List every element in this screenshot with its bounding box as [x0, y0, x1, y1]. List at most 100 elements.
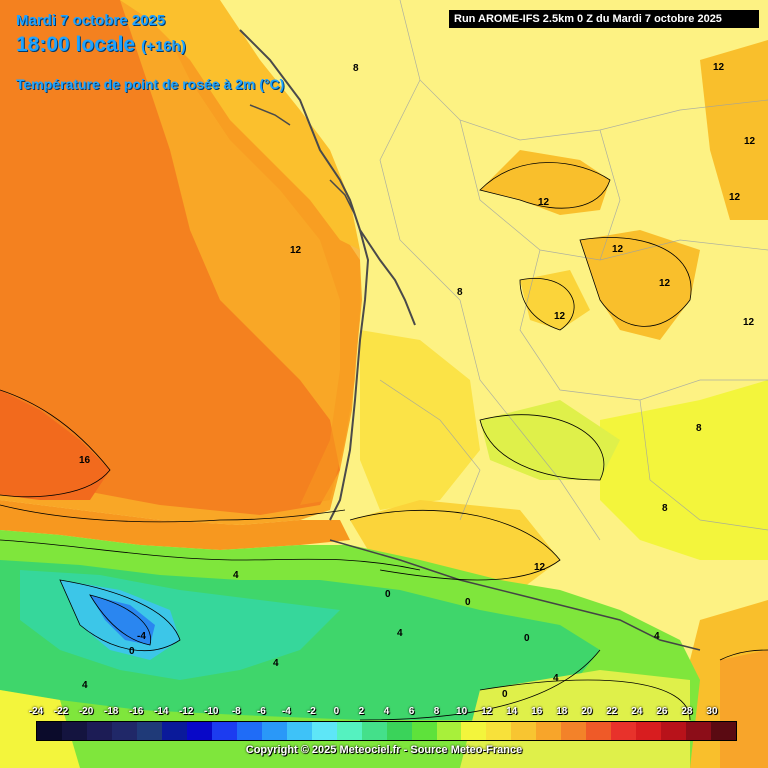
contour-label: 4 — [397, 628, 403, 639]
land-zone-6-east — [600, 380, 768, 560]
contour-label: 8 — [457, 287, 463, 298]
iberia-south-yellow — [460, 670, 690, 768]
legend-color-segment — [186, 722, 212, 740]
color-legend-bar — [36, 721, 737, 741]
legend-color-segment — [161, 722, 187, 740]
contour-label: 12 — [659, 278, 671, 289]
contour-label: 0 — [524, 633, 530, 644]
run-info-box: Run AROME-IFS 2.5km 0 Z du Mardi 7 octob… — [449, 10, 759, 28]
legend-color-segment — [511, 722, 537, 740]
legend-tick-label: 24 — [631, 706, 643, 717]
legend-tick-label: -12 — [178, 706, 194, 717]
border-spain-france — [329, 539, 701, 651]
ocean-warm-16 — [0, 0, 340, 515]
contour-label: 4 — [82, 680, 88, 691]
legend-color-segment — [661, 722, 687, 740]
land-zone-10-sw — [360, 330, 480, 510]
legend-tick-label: -18 — [103, 706, 119, 717]
legend-tick-label: 18 — [556, 706, 568, 717]
contour-label: 8 — [696, 423, 702, 434]
time-offset: (+16h) — [141, 38, 186, 55]
contour-label: 12 — [612, 244, 624, 255]
legend-tick-label: -8 — [231, 706, 241, 717]
department-borders — [379, 0, 768, 541]
legend-color-segment — [286, 722, 312, 740]
legend-tick-label: 2 — [358, 706, 365, 717]
legend-color-segment — [361, 722, 387, 740]
contour-label: 0 — [385, 589, 391, 600]
legend-tick-label: -16 — [128, 706, 144, 717]
legend-color-segment — [586, 722, 612, 740]
legend-tick-label: 26 — [656, 706, 668, 717]
ocean-cold-west — [0, 390, 110, 500]
legend-tick-label: -6 — [256, 706, 266, 717]
legend-color-segment — [436, 722, 462, 740]
legend-tick-label: 22 — [606, 706, 618, 717]
legend-tick-label: 0 — [333, 706, 340, 717]
contour-label: 8 — [662, 503, 668, 514]
contour-label: 12 — [290, 245, 302, 256]
legend-color-segment — [61, 722, 87, 740]
legend-color-segment — [311, 722, 337, 740]
legend-color-segment — [86, 722, 112, 740]
legend-ticks: -24 -22 -20 -18 -16 -14 -12 -10 -8 -6 -4 -2 0 2 4 6 8 10 1… — [0, 706, 768, 720]
legend-color-segment — [636, 722, 662, 740]
legend-tick-label: -2 — [306, 706, 316, 717]
time-label: 18:00 locale — [16, 33, 136, 56]
legend-color-segment — [211, 722, 237, 740]
time-title: 18:00 locale (+16h) — [16, 33, 186, 57]
contour-label: 4 — [553, 673, 559, 684]
legend-color-segment — [486, 722, 512, 740]
legend-tick-label: 30 — [706, 706, 718, 717]
legend-color-segment — [261, 722, 287, 740]
contour-label: 8 — [353, 63, 359, 74]
legend-tick-label: -14 — [153, 706, 169, 717]
land-zone-12-ne — [700, 40, 768, 220]
legend-color-segment — [111, 722, 137, 740]
legend-tick-label: -10 — [204, 706, 219, 717]
legend-color-segment — [37, 722, 62, 740]
legend-color-segment — [336, 722, 362, 740]
contour-label: 12 — [538, 197, 550, 208]
contour-label: 12 — [534, 562, 546, 573]
coastal-strip — [0, 500, 350, 550]
contour-label: 12 — [554, 311, 566, 322]
contour-label: 0 — [129, 646, 135, 657]
legend-tick-label: 28 — [681, 706, 693, 717]
legend-tick-label: 8 — [433, 706, 440, 717]
contour-label: -4 — [137, 631, 146, 642]
island-re — [249, 104, 291, 126]
contour-label: 0 — [465, 597, 471, 608]
contour-label: 12 — [729, 192, 741, 203]
contour-label: 0 — [502, 689, 508, 700]
legend-color-segment — [386, 722, 412, 740]
copyright-text: Copyright © 2025 Meteociel.fr - Source M… — [245, 744, 523, 756]
legend-tick-label: 10 — [456, 706, 468, 717]
legend-tick-label: -20 — [78, 706, 94, 717]
island-oleron — [329, 179, 356, 216]
contour-label: 4 — [654, 631, 660, 642]
coastline — [239, 29, 370, 521]
contour-label: 12 — [744, 136, 756, 147]
legend-color-segment — [136, 722, 162, 740]
ocean-upper-band — [120, 0, 360, 250]
contour-label: 12 — [743, 317, 755, 328]
legend-tick-label: -4 — [281, 706, 291, 717]
legend-tick-label: 14 — [506, 706, 518, 717]
legend-color-segment — [461, 722, 487, 740]
legend-color-segment — [536, 722, 562, 740]
gironde-estuary — [359, 229, 416, 326]
parameter-title: Température de point de rosée à 2m (°C) — [16, 76, 285, 92]
legend-color-segment — [686, 722, 712, 740]
contour-lines — [0, 162, 768, 721]
legend-tick-label: 16 — [531, 706, 543, 717]
legend-color-segment — [711, 722, 737, 740]
mountains-coldest — [90, 595, 155, 645]
legend-color-segment — [611, 722, 637, 740]
legend-color-segment — [411, 722, 437, 740]
legend-color-segment — [561, 722, 587, 740]
land-zone-8-center — [480, 400, 620, 480]
contour-label: 4 — [273, 658, 279, 669]
legend-tick-label: -22 — [53, 706, 69, 717]
